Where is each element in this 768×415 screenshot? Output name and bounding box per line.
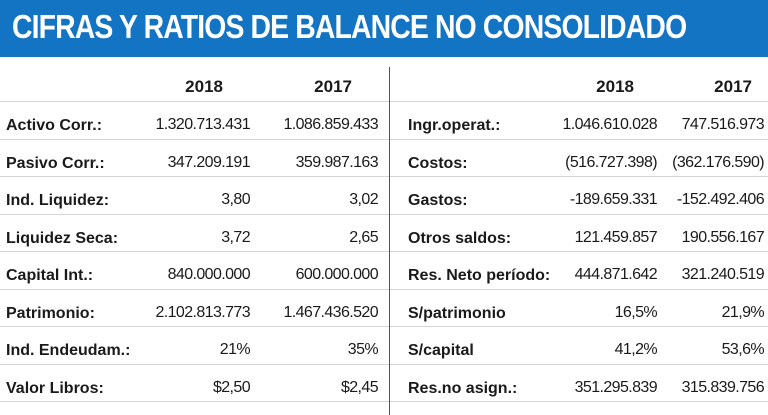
row-label: Ind. Liquidez: — [6, 192, 110, 209]
value-2017: 190.556.167 — [681, 228, 765, 246]
row-label: Activo Corr.: — [6, 117, 103, 134]
value-2018: 3,72 — [221, 228, 250, 246]
value-2017: 21,9% — [721, 303, 765, 321]
header-2017: 2017 — [314, 77, 352, 96]
row-separator — [390, 176, 768, 177]
row-separator — [0, 251, 389, 252]
value-2018: -189.659.331 — [569, 191, 658, 208]
value-2017: 315.839.756 — [681, 378, 765, 396]
row-separator — [0, 138, 389, 140]
value-2018: $2,50 — [212, 378, 251, 396]
value-2018: 41,2% — [614, 341, 658, 358]
value-2018: 2.102.813.773 — [155, 303, 250, 321]
row-label: Capital Int.: — [6, 267, 94, 284]
row-label: Valor Libros: — [6, 379, 104, 397]
row-label: Ingr.operat.: — [408, 117, 501, 134]
value-2017: 35% — [347, 341, 379, 358]
value-2018: 121.459.857 — [574, 228, 658, 246]
value-2018: 21% — [219, 341, 251, 358]
value-2018: 840.000.000 — [167, 266, 251, 283]
row-label: Otros saldos: — [408, 229, 512, 247]
row-separator — [390, 251, 768, 252]
row-separator — [0, 101, 389, 102]
row-label: Pasivo Corr.: — [6, 154, 105, 172]
row-separator — [0, 326, 389, 327]
row-label: Patrimonio: — [6, 304, 95, 322]
title-banner: CIFRAS Y RATIOS DE BALANCE NO CONSOLIDAD… — [0, 0, 768, 57]
row-separator — [0, 213, 389, 215]
value-2017: -152.492.406 — [676, 191, 765, 208]
value-2017: 1.086.859.433 — [283, 116, 378, 133]
row-label: Res.no asign.: — [408, 379, 518, 397]
row-separator — [0, 363, 389, 365]
value-2018: 347.209.191 — [167, 153, 251, 171]
row-separator — [0, 288, 389, 290]
value-2018: 1.320.713.431 — [155, 116, 250, 133]
row-separator — [390, 288, 768, 290]
value-2017: 53,6% — [721, 341, 765, 358]
row-label: S/patrimonio — [408, 304, 506, 322]
row-separator — [390, 326, 768, 327]
value-2017: 2,65 — [349, 228, 378, 246]
row-separator — [390, 401, 768, 402]
value-2018: 16,5% — [614, 303, 658, 321]
value-2017: 1.467.436.520 — [283, 303, 378, 321]
row-label: Costos: — [408, 154, 468, 172]
value-2017: $2,45 — [340, 378, 379, 396]
header-2017: 2017 — [714, 77, 752, 96]
value-2017: 600.000.000 — [295, 266, 379, 283]
header-2018: 2018 — [185, 77, 223, 96]
value-2018: 3,80 — [221, 191, 250, 208]
row-separator — [390, 138, 768, 140]
value-2018: (516.727.398) — [565, 153, 657, 171]
header-2018: 2018 — [596, 77, 634, 96]
row-label: Gastos: — [408, 192, 468, 209]
page-title: CIFRAS Y RATIOS DE BALANCE NO CONSOLIDAD… — [12, 8, 687, 45]
value-2017: 3,02 — [349, 191, 378, 208]
row-label: Ind. Endeudam.: — [6, 342, 131, 359]
value-2017: 747.516.973 — [681, 116, 765, 133]
row-separator — [0, 176, 389, 177]
row-separator — [390, 101, 768, 102]
row-label: S/capital — [408, 342, 474, 359]
column-divider — [389, 67, 390, 415]
value-2017: 359.987.163 — [295, 153, 379, 171]
value-2018: 1.046.610.028 — [562, 116, 657, 133]
row-separator — [390, 363, 768, 365]
row-label: Liquidez Seca: — [6, 229, 119, 247]
value-2018: 351.295.839 — [574, 378, 658, 396]
value-2017: (362.176.590) — [672, 153, 764, 171]
value-2018: 444.871.642 — [574, 266, 658, 283]
row-label: Res. Neto período: — [408, 267, 551, 284]
value-2017: 321.240.519 — [681, 266, 765, 283]
row-separator — [0, 401, 389, 402]
row-separator — [390, 213, 768, 215]
